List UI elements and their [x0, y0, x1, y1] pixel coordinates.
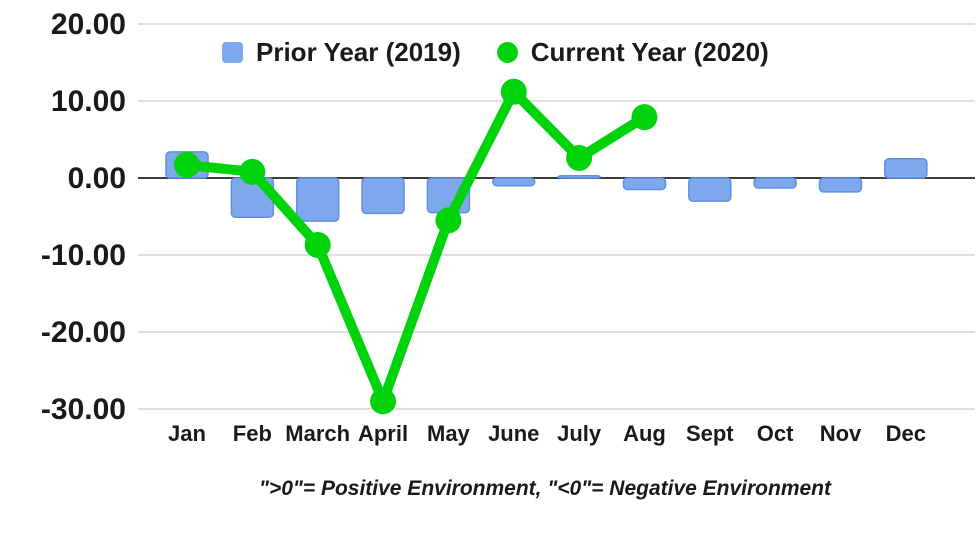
- line-marker-april: [370, 388, 397, 415]
- y-tick-label: 20.00: [51, 8, 126, 41]
- bar-nov: [818, 177, 863, 193]
- line-marker-jan: [174, 151, 200, 178]
- bar-april: [361, 177, 405, 215]
- month-label-sept: Sept: [686, 421, 734, 446]
- month-label-jan: Jan: [168, 421, 206, 446]
- month-label-april: April: [358, 421, 408, 446]
- y-tick-label: 0.00: [68, 162, 126, 195]
- line-marker-may: [435, 207, 462, 234]
- month-label-aug: Aug: [623, 421, 666, 446]
- y-tick-label: 10.00: [51, 85, 126, 118]
- line-marker-march: [304, 231, 331, 258]
- y-tick-label: -10.00: [41, 239, 126, 272]
- bar-oct: [753, 177, 797, 189]
- line-marker-feb: [239, 158, 266, 185]
- y-tick-label: -30.00: [41, 393, 126, 426]
- bar-dec: [884, 158, 928, 179]
- month-label-dec: Dec: [886, 421, 926, 446]
- chart-caption: ">0"= Positive Environment, "<0"= Negati…: [258, 477, 831, 500]
- line-marker-aug: [631, 104, 658, 131]
- legend-item-current-year: Current Year (2020): [496, 37, 769, 68]
- y-tick-label: -20.00: [41, 316, 126, 349]
- legend-label-prior-year: Prior Year (2019): [256, 37, 461, 67]
- month-label-march: March: [285, 421, 350, 446]
- line-marker-july: [566, 144, 593, 171]
- bar-aug: [622, 177, 667, 191]
- month-label-may: May: [427, 421, 471, 446]
- bar-june: [492, 177, 536, 187]
- legend: Prior Year (2019) Current Year (2020): [222, 37, 769, 68]
- month-label-nov: Nov: [820, 421, 862, 446]
- legend-item-prior-year: Prior Year (2019): [222, 37, 461, 68]
- month-label-oct: Oct: [757, 421, 794, 446]
- line-series-path: [182, 86, 650, 407]
- line-marker-june: [500, 78, 527, 105]
- month-label-july: July: [557, 421, 602, 446]
- month-label-feb: Feb: [233, 421, 272, 446]
- bar-july: [557, 174, 601, 179]
- bar-sept: [688, 177, 732, 202]
- bar-march: [295, 177, 340, 222]
- month-label-june: June: [488, 421, 539, 446]
- line-series-swatch-icon: [496, 42, 518, 63]
- bar-series-swatch-icon: [222, 42, 243, 63]
- legend-label-current-year: Current Year (2020): [530, 37, 769, 67]
